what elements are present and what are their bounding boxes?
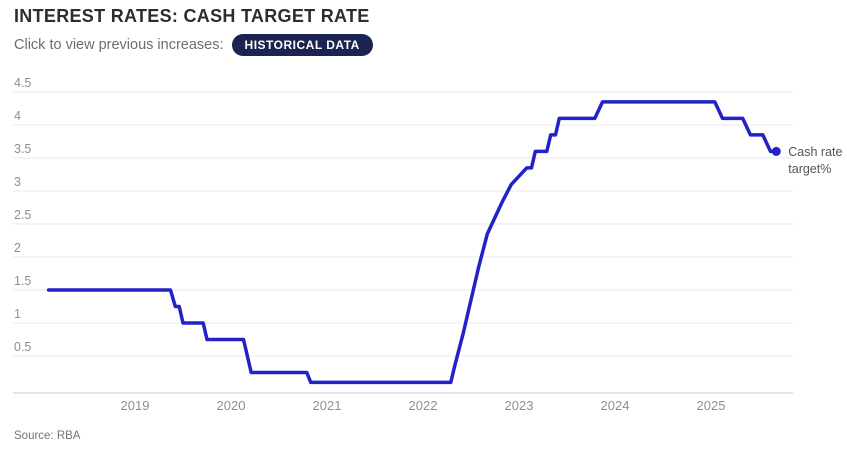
line-end-dot[interactable]: [771, 146, 781, 156]
source-note: Source: RBA: [14, 430, 81, 442]
x-axis-tick-label: 2022: [409, 398, 438, 413]
historical-data-badge[interactable]: HISTORICAL DATA: [231, 34, 373, 56]
subtitle-text: Click to view previous increases:: [14, 37, 224, 53]
subtitle-row: Click to view previous increases: HISTOR…: [14, 33, 373, 57]
y-axis-tick-label: 3: [14, 175, 21, 189]
y-axis-tick-label: 3.5: [14, 142, 31, 156]
x-axis-tick-label: 2021: [313, 398, 342, 413]
y-axis-tick-label: 4: [14, 109, 21, 123]
x-axis-tick-label: 2023: [505, 398, 534, 413]
x-axis-tick-label: 2020: [217, 398, 246, 413]
y-axis-tick-label: 4.5: [14, 76, 31, 90]
x-axis-tick-label: 2019: [121, 398, 150, 413]
y-axis-tick-label: 2: [14, 241, 21, 255]
y-axis-tick-label: 1.5: [14, 274, 31, 288]
x-axis-tick-label: 2025: [697, 398, 726, 413]
y-axis-tick-label: 1: [14, 307, 21, 321]
y-axis-tick-label: 0.5: [14, 340, 31, 354]
cash-rate-line[interactable]: [46, 100, 779, 385]
y-axis-tick-label: 2.5: [14, 208, 31, 222]
series-label: Cash rate target%: [788, 145, 843, 177]
x-axis-tick-label: 2024: [601, 398, 630, 413]
page-title: INTEREST RATES: CASH TARGET RATE: [14, 6, 370, 26]
